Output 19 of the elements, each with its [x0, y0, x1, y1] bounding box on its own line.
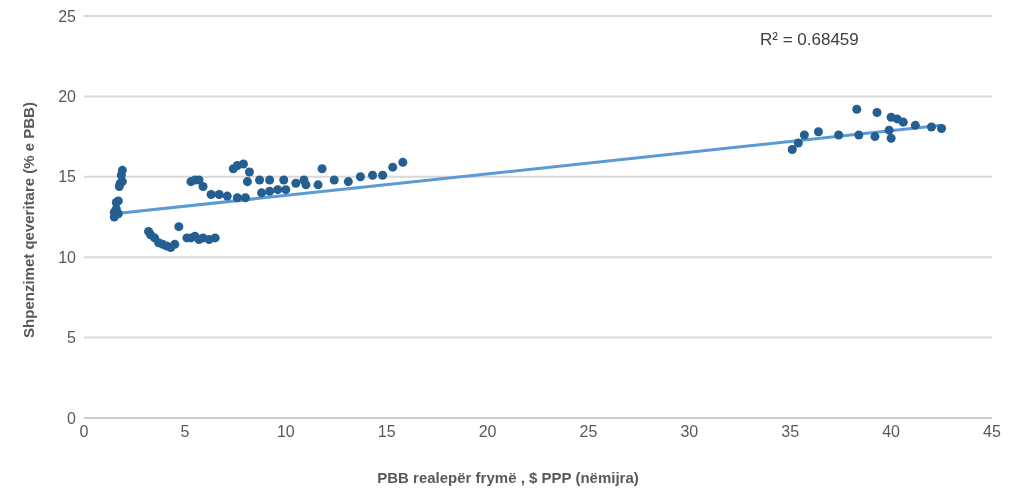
x-tick-label: 25 [579, 423, 598, 441]
y-tick-label: 5 [67, 329, 77, 347]
x-tick-label: 5 [180, 423, 190, 441]
y-tick-label: 15 [58, 168, 77, 186]
y-tick-label: 0 [67, 409, 77, 427]
x-axis-title: PBB realepër frymë , $ PPP (nëmijra) [376, 469, 640, 486]
x-tick-label: 45 [983, 423, 1001, 441]
y-axis-title: Shpenzimet qeveritare (% e PBB) [19, 102, 37, 338]
y-tick-label: 25 [58, 7, 77, 25]
x-tick-label: 30 [680, 423, 699, 441]
annotation: R² = 0.68459 [760, 30, 859, 50]
y-tick-label: 10 [58, 248, 77, 266]
x-tick-label: 40 [882, 423, 901, 441]
x-tick-label: 0 [79, 423, 89, 441]
y-tick-label: 20 [58, 88, 77, 106]
x-tick-label: 35 [781, 423, 800, 441]
x-tick-label: 10 [276, 423, 295, 441]
x-tick-label: 20 [478, 423, 497, 441]
x-tick-label: 15 [377, 423, 396, 441]
